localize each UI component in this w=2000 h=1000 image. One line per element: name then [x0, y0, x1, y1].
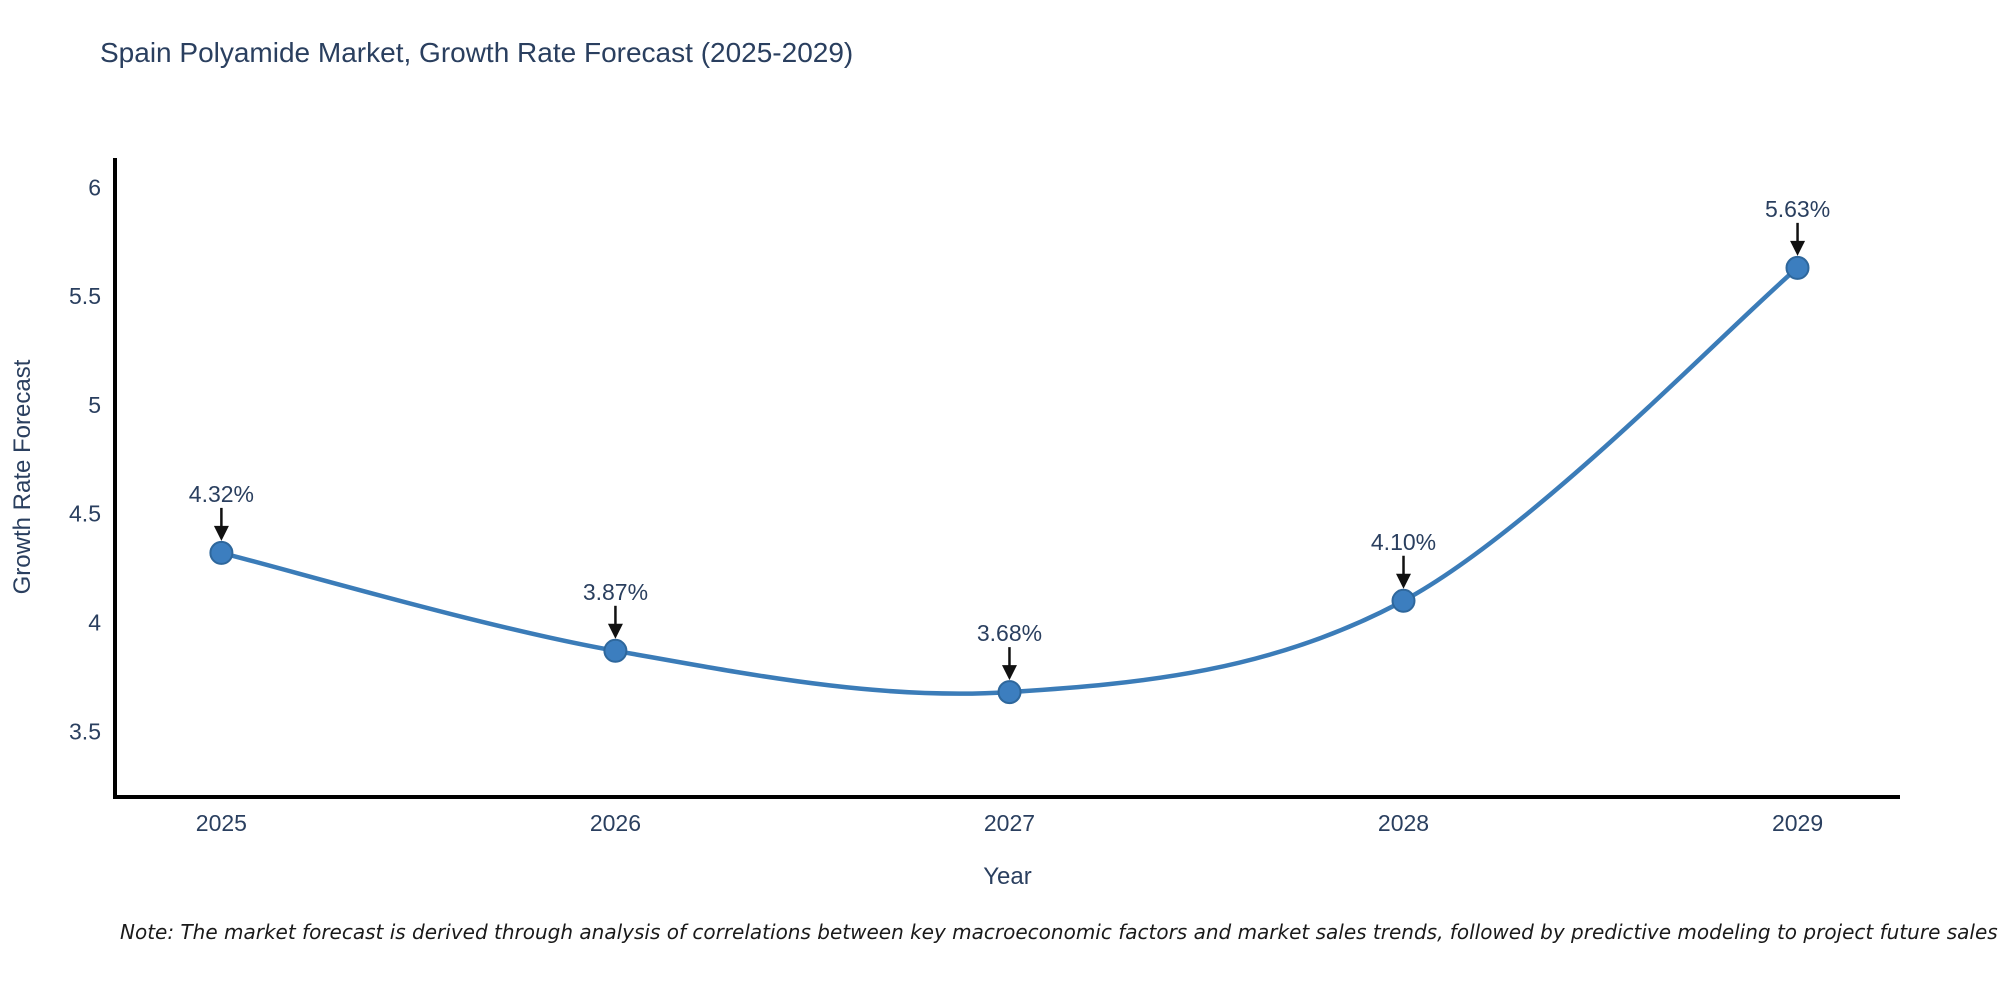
axis-lines: [113, 158, 1900, 799]
y-axis-title: Growth Rate Forecast: [9, 359, 36, 594]
y-tick-label: 5.5: [69, 283, 101, 309]
data-point-marker: [209, 540, 234, 565]
data-point-marker: [1391, 588, 1416, 613]
data-point-label: 4.32%: [189, 481, 254, 507]
x-tick-label: 2025: [196, 810, 247, 836]
x-tick-label: 2027: [984, 810, 1035, 836]
annotation-arrow-head: [213, 525, 229, 541]
x-tick-label: 2026: [590, 810, 641, 836]
data-point-marker: [603, 638, 628, 663]
y-tick-label: 3.5: [69, 718, 101, 744]
annotation-arrow-head: [607, 623, 623, 639]
y-tick-label: 4.5: [69, 501, 101, 527]
data-point-label: 3.68%: [977, 620, 1042, 646]
data-point-marker: [1785, 255, 1810, 280]
x-tick-label: 2029: [1772, 810, 1823, 836]
data-point-label: 4.10%: [1371, 529, 1436, 555]
y-tick-label: 4: [88, 610, 101, 636]
annotation-arrow-head: [1790, 240, 1806, 256]
chart-title: Spain Polyamide Market, Growth Rate Fore…: [100, 37, 854, 68]
y-tick-label: 5: [88, 392, 101, 418]
data-point-marker: [997, 680, 1022, 705]
x-tick-label: 2028: [1378, 810, 1429, 836]
methodology-note: Note: The market forecast is derived thr…: [120, 920, 1998, 944]
annotation-arrow-head: [1001, 665, 1017, 681]
x-axis-title: Year: [983, 863, 1032, 890]
y-tick-label: 6: [88, 174, 101, 200]
annotation-arrow-head: [1396, 573, 1412, 589]
data-point-label: 3.87%: [583, 579, 648, 605]
data-point-label: 5.63%: [1765, 196, 1830, 222]
